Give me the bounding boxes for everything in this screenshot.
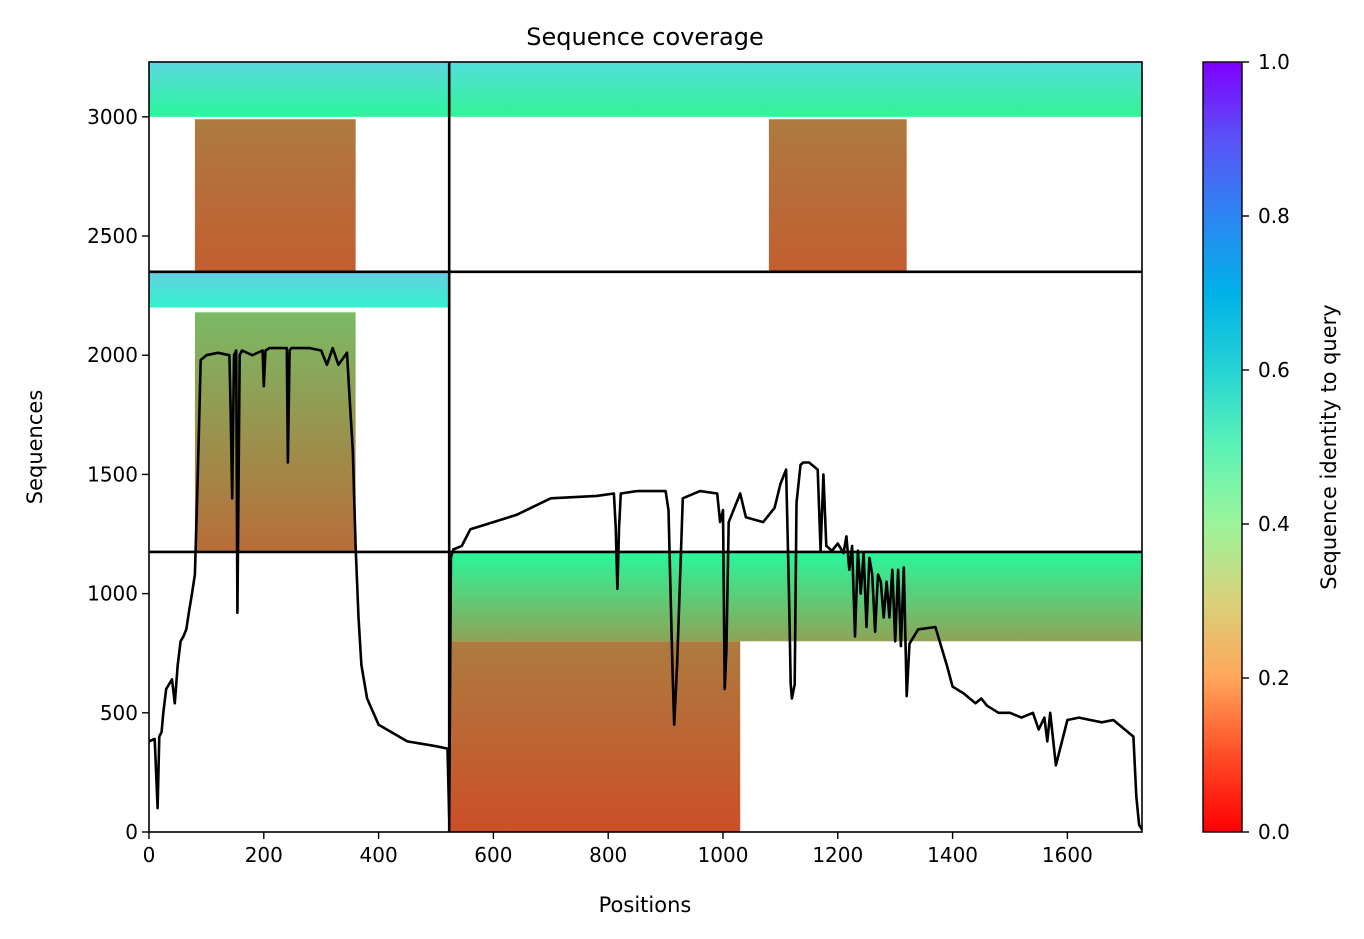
x-tick-label: 1600 xyxy=(1042,843,1093,867)
y-tick-label: 0 xyxy=(125,820,138,844)
x-tick-label: 400 xyxy=(360,843,398,867)
x-tick-label: 0 xyxy=(143,843,156,867)
colorbar-tick-label: 1.0 xyxy=(1258,50,1290,74)
coverage-line xyxy=(149,346,1142,831)
coverage-block xyxy=(149,62,450,117)
colorbar-ticks: 0.0 0.2 0.4 0.6 0.8 1.0 xyxy=(1242,50,1290,844)
x-tick-label: 600 xyxy=(474,843,512,867)
y-tick-label: 500 xyxy=(100,701,138,725)
y-axis-label: Sequences xyxy=(23,390,47,505)
coverage-block xyxy=(449,641,741,832)
colorbar-label: Sequence identity to query xyxy=(1317,304,1341,589)
coverage-block xyxy=(768,119,907,271)
coverage-block xyxy=(194,119,356,271)
y-tick-label: 1000 xyxy=(87,582,138,606)
coverage-block xyxy=(449,62,1142,117)
coverage-block xyxy=(194,312,356,551)
y-axis-ticks: 0 500 1000 1500 2000 2500 3000 xyxy=(87,105,149,844)
y-tick-label: 2500 xyxy=(87,224,138,248)
x-tick-label: 800 xyxy=(589,843,627,867)
colorbar-tick-label: 0.0 xyxy=(1258,820,1290,844)
colorbar-tick-label: 0.4 xyxy=(1258,512,1290,536)
plot-frame xyxy=(148,61,1143,833)
coverage-block xyxy=(149,271,450,308)
colorbar xyxy=(1202,61,1243,833)
colorbar-tick-label: 0.8 xyxy=(1258,204,1290,228)
x-tick-label: 1000 xyxy=(698,843,749,867)
coverage-heatmap xyxy=(149,62,1142,832)
x-axis-label: Positions xyxy=(599,893,692,917)
coverage-line-layer xyxy=(149,346,1142,831)
x-tick-label: 200 xyxy=(245,843,283,867)
x-axis-ticks: 0 200 400 600 800 1000 1200 1400 1600 xyxy=(143,832,1093,867)
x-tick-label: 1400 xyxy=(927,843,978,867)
y-tick-label: 2000 xyxy=(87,343,138,367)
x-tick-label: 1200 xyxy=(812,843,863,867)
y-tick-label: 3000 xyxy=(87,105,138,129)
y-tick-label: 1500 xyxy=(87,462,138,486)
colorbar-tick-label: 0.6 xyxy=(1258,358,1290,382)
chart-title: Sequence coverage xyxy=(526,23,763,51)
colorbar-tick-label: 0.2 xyxy=(1258,666,1290,690)
